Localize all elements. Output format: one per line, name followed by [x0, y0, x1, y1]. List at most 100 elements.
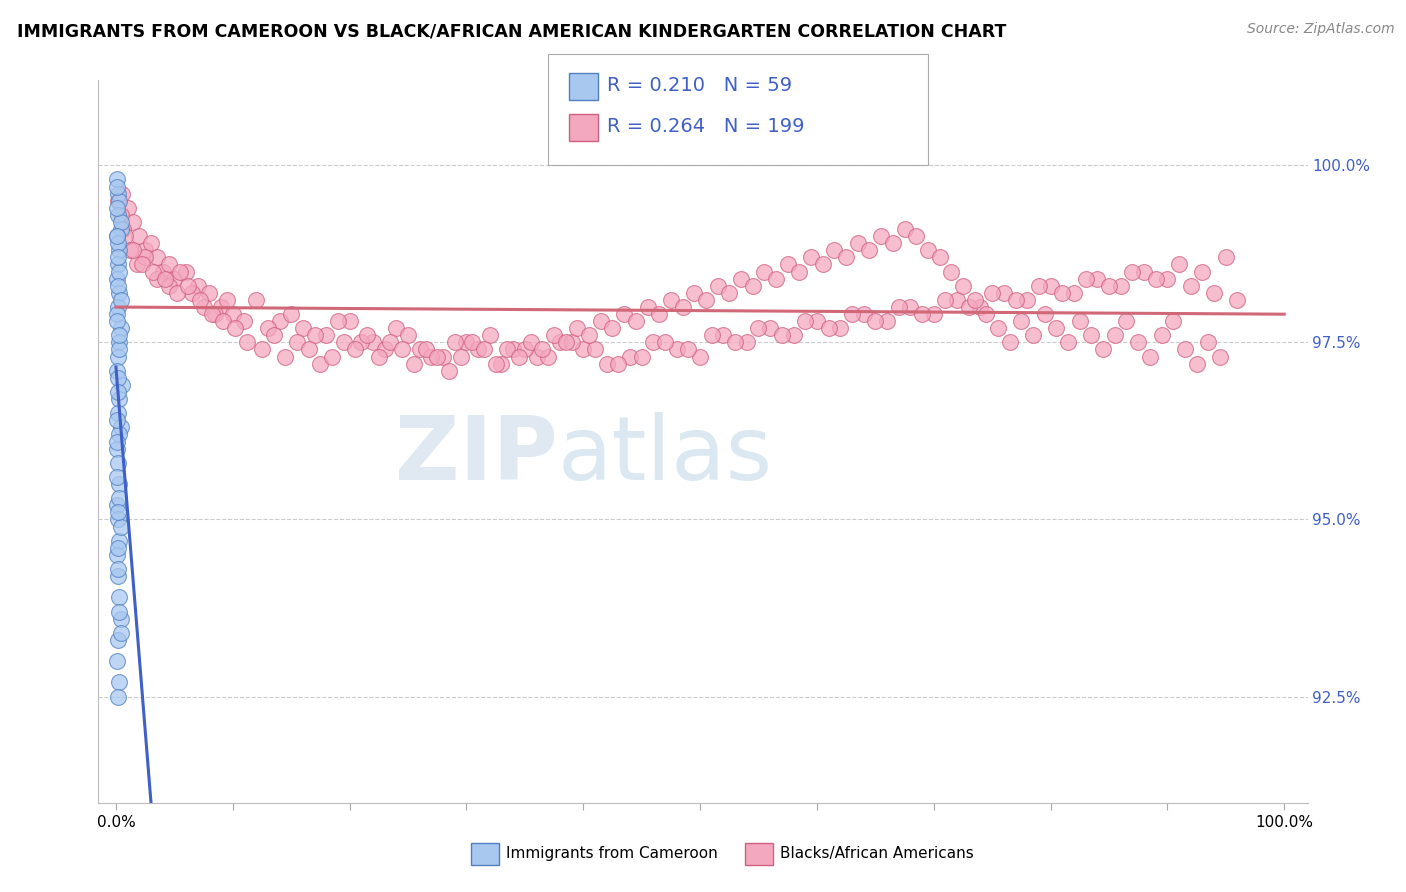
Point	[1028, 278, 1050, 293]
Point	[142, 264, 165, 278]
Point	[298, 343, 321, 357]
Point	[107, 186, 129, 201]
Point	[157, 278, 180, 293]
Point	[472, 343, 495, 357]
Point	[800, 251, 823, 265]
Point	[456, 335, 478, 350]
Point	[496, 343, 519, 357]
Point	[107, 541, 129, 555]
Point	[554, 335, 576, 350]
Point	[934, 293, 956, 307]
Point	[946, 293, 969, 307]
Point	[269, 314, 291, 328]
Point	[110, 222, 132, 236]
Point	[1121, 264, 1143, 278]
Point	[107, 208, 129, 222]
Point	[969, 300, 991, 314]
Point	[107, 300, 129, 314]
Point	[409, 343, 432, 357]
Point	[426, 350, 449, 364]
Point	[823, 244, 845, 258]
Point	[852, 307, 875, 321]
Point	[561, 335, 583, 350]
Point	[222, 307, 245, 321]
Point	[1226, 293, 1249, 307]
Point	[905, 229, 928, 244]
Point	[233, 314, 256, 328]
Point	[974, 307, 997, 321]
Point	[107, 562, 129, 576]
Point	[107, 236, 129, 251]
Point	[188, 293, 211, 307]
Point	[1215, 251, 1237, 265]
Point	[1057, 335, 1080, 350]
Point	[114, 229, 136, 244]
Point	[1063, 285, 1085, 300]
Point	[432, 350, 454, 364]
Point	[1074, 271, 1097, 285]
Point	[108, 427, 131, 442]
Point	[1017, 293, 1039, 307]
Point	[107, 690, 129, 704]
Point	[315, 328, 337, 343]
Point	[1109, 278, 1132, 293]
Point	[865, 314, 887, 328]
Point	[321, 350, 343, 364]
Point	[415, 343, 437, 357]
Point	[963, 293, 986, 307]
Point	[118, 244, 141, 258]
Point	[166, 285, 188, 300]
Point	[1150, 328, 1173, 343]
Point	[1204, 285, 1226, 300]
Point	[107, 251, 129, 265]
Point	[765, 271, 787, 285]
Point	[107, 384, 129, 399]
Point	[776, 257, 799, 271]
Point	[224, 321, 246, 335]
Point	[526, 350, 548, 364]
Point	[922, 307, 945, 321]
Point	[1197, 335, 1219, 350]
Point	[898, 300, 921, 314]
Point	[108, 533, 131, 548]
Point	[108, 335, 131, 350]
Point	[250, 343, 273, 357]
Point	[111, 377, 134, 392]
Point	[1185, 357, 1208, 371]
Point	[1033, 307, 1056, 321]
Point	[105, 229, 128, 244]
Point	[108, 328, 131, 343]
Point	[153, 271, 176, 285]
Point	[122, 244, 145, 258]
Point	[450, 350, 472, 364]
Point	[811, 257, 834, 271]
Point	[107, 350, 129, 364]
Point	[607, 357, 630, 371]
Point	[1168, 257, 1191, 271]
Point	[198, 285, 221, 300]
Point	[157, 257, 180, 271]
Point	[537, 350, 560, 364]
Point	[531, 343, 554, 357]
Point	[420, 350, 443, 364]
Point	[928, 251, 950, 265]
Point	[659, 293, 682, 307]
Text: Source: ZipAtlas.com: Source: ZipAtlas.com	[1247, 22, 1395, 37]
Point	[374, 343, 396, 357]
Point	[806, 314, 828, 328]
Point	[204, 307, 226, 321]
Point	[870, 229, 893, 244]
Point	[304, 328, 326, 343]
Point	[713, 328, 735, 343]
Point	[1085, 271, 1108, 285]
Point	[1010, 314, 1032, 328]
Point	[1004, 293, 1026, 307]
Point	[201, 307, 224, 321]
Text: atlas: atlas	[558, 412, 773, 500]
Point	[180, 285, 202, 300]
Point	[117, 201, 139, 215]
Point	[174, 264, 197, 278]
Point	[146, 251, 169, 265]
Point	[683, 285, 706, 300]
Point	[339, 314, 361, 328]
